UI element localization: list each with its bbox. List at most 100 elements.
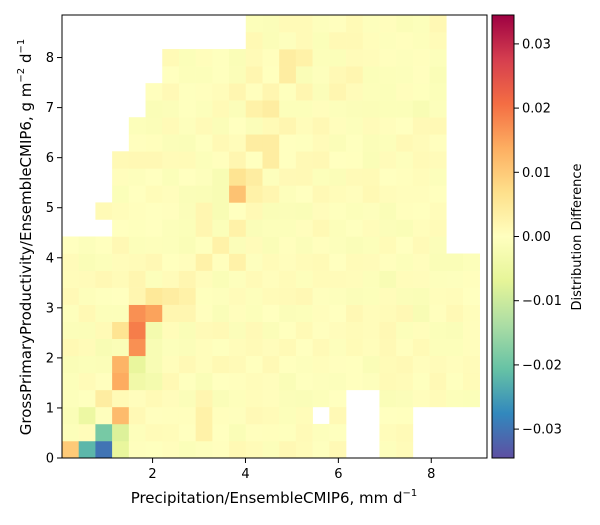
heatmap-cell (229, 49, 247, 67)
heatmap-cell (245, 15, 263, 33)
heatmap-cell (295, 287, 313, 305)
y-tick-label: 3 (46, 301, 54, 316)
heatmap-cell (178, 372, 196, 391)
heatmap-cell (429, 168, 447, 186)
heatmap-cell (95, 355, 113, 374)
heatmap-cell (379, 406, 397, 425)
heatmap-cell (178, 389, 196, 408)
heatmap-cell (229, 83, 247, 101)
heatmap-cell (396, 202, 414, 220)
heatmap-cell (112, 236, 130, 254)
heatmap-cell (295, 202, 313, 220)
heatmap-cell (429, 287, 447, 305)
heatmap-cell (195, 389, 213, 408)
heatmap-cell (279, 134, 297, 152)
y-tick-label: 2 (46, 351, 54, 366)
heatmap-cell (212, 219, 230, 237)
heatmap-cell (112, 440, 130, 459)
heatmap-cell (379, 15, 397, 33)
heatmap-cell (162, 117, 180, 135)
heatmap-cell (162, 287, 180, 305)
heatmap-cell (396, 389, 414, 408)
heatmap-cell (128, 440, 146, 459)
heatmap-cell (346, 185, 364, 203)
heatmap-cell (396, 253, 414, 271)
heatmap-cell (62, 406, 80, 425)
heatmap-cell (329, 66, 347, 84)
heatmap-cell (379, 440, 397, 459)
heatmap-cell (312, 83, 330, 101)
heatmap-cell (312, 355, 330, 374)
heatmap-cell (462, 389, 480, 408)
heatmap-cell (95, 338, 113, 357)
heatmap-cell (162, 440, 180, 459)
heatmap-cell (212, 168, 230, 186)
heatmap-cell (145, 406, 163, 425)
colorbar-label: Distribution Difference (570, 164, 585, 311)
heatmap-cell (112, 219, 130, 237)
heatmap-cell (245, 270, 263, 288)
heatmap-cell (195, 423, 213, 442)
y-axis-label: GrossPrimaryProductivity/EnsembleCMIP6, … (16, 39, 35, 435)
heatmap-cell (112, 372, 130, 391)
heatmap-cell (329, 83, 347, 101)
heatmap-cell (112, 338, 130, 357)
heatmap-cell (346, 321, 364, 340)
heatmap-cell (329, 372, 347, 391)
heatmap-cell (145, 185, 163, 203)
heatmap-cell (212, 321, 230, 340)
heatmap-cell (462, 372, 480, 391)
heatmap-cell (295, 270, 313, 288)
heatmap-cell (262, 287, 280, 305)
heatmap-cell (229, 134, 247, 152)
heatmap-cell (279, 304, 297, 322)
heatmap-cell (346, 66, 364, 84)
heatmap-cell (295, 338, 313, 357)
heatmap-cell (178, 440, 196, 459)
heatmap-cell (279, 236, 297, 254)
heatmap-cell (312, 287, 330, 305)
heatmap-cell (446, 304, 464, 322)
x-axis-ticks: 2 4 6 8 (148, 458, 435, 482)
heatmap-cell (78, 389, 96, 408)
heatmap-cell (95, 372, 113, 391)
heatmap-cell (245, 66, 263, 84)
heatmap-cell (78, 236, 96, 254)
heatmap-cell (62, 372, 80, 391)
heatmap-cell (362, 117, 380, 135)
heatmap-cell (245, 219, 263, 237)
heatmap-cell (95, 406, 113, 425)
heatmap-cell (195, 168, 213, 186)
heatmap-cell (245, 117, 263, 135)
heatmap-cell (429, 100, 447, 118)
heatmap-cell (245, 168, 263, 186)
heatmap-cell (429, 202, 447, 220)
heatmap-cell (279, 168, 297, 186)
heatmap-cell (245, 83, 263, 101)
heatmap-cell (162, 321, 180, 340)
heatmap-cell (279, 321, 297, 340)
heatmap-cell (145, 83, 163, 101)
heatmap-cell (95, 270, 113, 288)
heatmap-cell (396, 287, 414, 305)
heatmap-cell (312, 15, 330, 33)
heatmap-cell (128, 168, 146, 186)
heatmap-cell (295, 304, 313, 322)
heatmap-cell (178, 100, 196, 118)
heatmap-cell (95, 253, 113, 271)
heatmap-cell (78, 440, 96, 459)
heatmap-cell (212, 202, 230, 220)
heatmap-cell (112, 270, 130, 288)
heatmap-cell (346, 236, 364, 254)
heatmap-cell (229, 338, 247, 357)
heatmap-cell (229, 202, 247, 220)
heatmap-cell (95, 440, 113, 459)
heatmap-cell (346, 219, 364, 237)
heatmap-cell (396, 338, 414, 357)
heatmap-cell (195, 355, 213, 374)
heatmap-cell (429, 355, 447, 374)
heatmap-cell (78, 406, 96, 425)
heatmap-cell (178, 406, 196, 425)
heatmap-cell (112, 253, 130, 271)
heatmap-cell (279, 355, 297, 374)
